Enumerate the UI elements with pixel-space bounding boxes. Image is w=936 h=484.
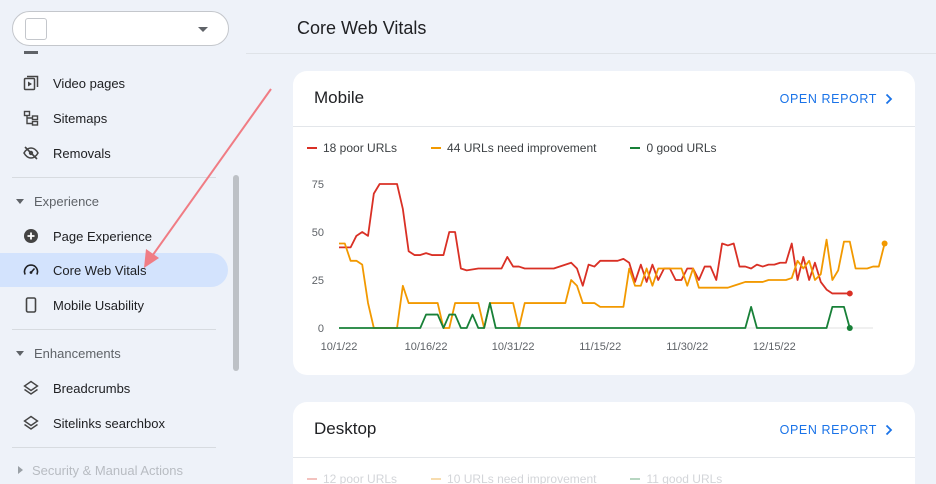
x-tick-label: 10/16/22	[405, 341, 448, 353]
legend-swatch	[307, 147, 317, 149]
page-experience-icon	[23, 228, 39, 244]
mobile-card: Mobile OPEN REPORT 18 poor URLs 44 URLs …	[293, 71, 915, 375]
section-heading: Security & Manual Actions	[32, 462, 184, 478]
legend-item-good[interactable]: 0 good URLs	[630, 141, 717, 155]
property-favicon	[25, 18, 47, 40]
sidebar: Video pages Sitemaps Removals Experience…	[0, 0, 246, 484]
phone-icon	[23, 297, 39, 313]
sidebar-item-sitelinks-searchbox[interactable]: Sitelinks searchbox	[0, 406, 228, 440]
sidebar-item-sitemaps[interactable]: Sitemaps	[0, 101, 228, 135]
sidebar-item-label: Removals	[53, 145, 111, 161]
section-heading: Experience	[34, 193, 100, 209]
y-tick-label: 50	[312, 227, 324, 239]
section-heading: Enhancements	[34, 345, 121, 361]
legend-label: 12 poor URLs	[323, 472, 398, 484]
section-security-manual-actions[interactable]: Security & Manual Actions	[0, 458, 228, 482]
desktop-card: Desktop OPEN REPORT 12 poor URLs 10 URLs…	[293, 402, 915, 484]
sidebar-item-label: Mobile Usability	[53, 297, 145, 313]
legend-swatch	[630, 478, 641, 480]
layers-icon	[23, 380, 39, 396]
sidebar-divider	[12, 447, 216, 448]
x-tick-label: 10/1/22	[321, 341, 358, 353]
open-report-button[interactable]: OPEN REPORT	[780, 92, 893, 106]
sidebar-item-label: Sitemaps	[53, 110, 108, 126]
layers-icon	[23, 415, 39, 431]
legend-item-good[interactable]: 11 good URLs	[630, 472, 722, 484]
legend-label: 10 URLs need improvement	[447, 472, 597, 484]
header-divider	[246, 53, 936, 54]
x-tick-label: 12/15/22	[753, 341, 796, 353]
legend-item-needs-improvement[interactable]: 44 URLs need improvement	[431, 141, 596, 155]
section-enhancements[interactable]: Enhancements	[0, 341, 228, 365]
card-title: Desktop	[314, 419, 377, 438]
sidebar-divider	[12, 177, 216, 178]
legend-item-poor[interactable]: 12 poor URLs	[307, 472, 397, 484]
section-experience[interactable]: Experience	[0, 189, 228, 213]
sidebar-item-label: Page Experience	[53, 228, 153, 244]
page-title: Core Web Vitals	[297, 18, 427, 38]
sidebar-item-label: Breadcrumbs	[53, 380, 131, 396]
legend-label: 44 URLs need improvement	[447, 141, 597, 155]
sidebar-scrollbar[interactable]	[233, 175, 239, 371]
y-tick-label: 75	[312, 179, 324, 191]
gauge-icon	[23, 262, 39, 278]
series-end-point-2	[846, 325, 853, 331]
open-report-label: OPEN REPORT	[779, 92, 877, 106]
series-end-point-0	[846, 290, 853, 297]
card-divider	[293, 457, 915, 458]
collapse-caret-icon[interactable]	[16, 350, 24, 356]
sidebar-item-mobile-usability[interactable]: Mobile Usability	[0, 288, 228, 322]
sidebar-item-partial[interactable]	[24, 50, 144, 56]
legend-label: 18 poor URLs	[323, 141, 398, 155]
sidebar-item-video-pages[interactable]: Video pages	[0, 66, 228, 100]
series-line-1	[339, 238, 886, 329]
legend-item-poor[interactable]: 18 poor URLs	[307, 141, 397, 155]
main-content: Core Web Vitals Mobile OPEN REPORT 18 po…	[246, 0, 936, 484]
video-pages-icon	[23, 75, 39, 91]
sidebar-item-label: Core Web Vitals	[53, 262, 147, 278]
expand-caret-icon[interactable]	[18, 466, 23, 474]
legend-item-needs-improvement[interactable]: 10 URLs need improvement	[431, 472, 596, 484]
series-end-point-1	[881, 240, 888, 247]
legend-swatch	[307, 478, 317, 480]
legend-swatch	[630, 147, 641, 149]
sidebar-item-label: Sitelinks searchbox	[53, 415, 165, 431]
core-web-vitals-chart[interactable]: 0 25 50 75 10/1/22 10/16/22 10/31/22 11/15/22 11…	[293, 171, 915, 361]
x-tick-label: 11/30/22	[666, 341, 708, 353]
card-title: Mobile	[314, 88, 365, 107]
sidebar-divider	[12, 329, 216, 330]
sidebar-item-page-experience[interactable]: Page Experience	[0, 219, 228, 253]
chevron-down-icon[interactable]	[198, 27, 208, 32]
y-tick-label: 0	[318, 323, 324, 335]
legend-label: 0 good URLs	[646, 141, 717, 155]
legend-swatch	[431, 147, 442, 149]
property-selector[interactable]	[12, 11, 229, 46]
sidebar-item-breadcrumbs[interactable]: Breadcrumbs	[0, 371, 228, 405]
open-report-label: OPEN REPORT	[779, 423, 877, 437]
sidebar-item-removals[interactable]: Removals	[0, 136, 228, 170]
chevron-right-icon	[885, 93, 893, 105]
sitemaps-icon	[23, 110, 39, 126]
collapse-caret-icon[interactable]	[16, 198, 24, 204]
sidebar-item-label: Video pages	[53, 75, 126, 91]
series-line-0	[339, 183, 850, 295]
sidebar-item-core-web-vitals[interactable]: Core Web Vitals	[0, 253, 228, 287]
x-tick-label: 11/15/22	[579, 341, 621, 353]
removals-icon	[23, 145, 39, 161]
legend-label: 11 good URLs	[646, 472, 723, 484]
open-report-button[interactable]: OPEN REPORT	[780, 423, 893, 437]
chart-legend: 18 poor URLs 44 URLs need improvement 0 …	[307, 141, 751, 155]
series-line-2	[339, 302, 851, 329]
legend-swatch	[431, 478, 442, 480]
chevron-right-icon	[885, 424, 893, 436]
desktop-chart-legend: 12 poor URLs 10 URLs need improvement 11…	[307, 472, 756, 484]
y-tick-label: 25	[312, 275, 324, 287]
card-divider	[293, 126, 915, 127]
x-tick-label: 10/31/22	[492, 341, 535, 353]
